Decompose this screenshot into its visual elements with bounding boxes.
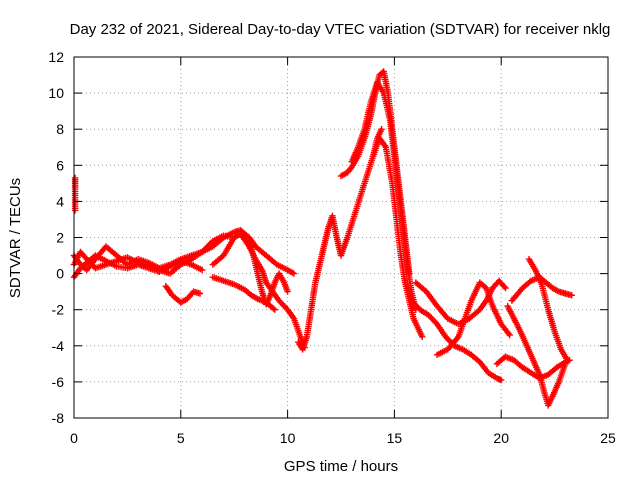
x-tick-label: 5	[177, 430, 185, 446]
y-tick-label: 8	[56, 121, 64, 137]
series-markers	[162, 283, 204, 306]
series-arc-13	[408, 297, 505, 384]
y-tick-label: 6	[56, 157, 64, 173]
y-tick-label: 12	[48, 49, 64, 65]
series-markers	[71, 174, 79, 214]
series-markers	[369, 135, 426, 340]
y-tick-label: -8	[52, 410, 65, 426]
y-tick-label: 10	[48, 85, 64, 101]
y-tick-labels: -8 -6 -4 -2 0 2 4 6 8 10 12	[48, 49, 64, 426]
series-arc-9	[295, 126, 385, 353]
y-tick-label: -6	[52, 374, 65, 390]
series-markers	[504, 302, 569, 409]
y-tick-label: 2	[56, 230, 64, 246]
series-arc-11	[348, 79, 419, 313]
series-arc-17	[504, 302, 569, 409]
series-markers	[433, 279, 513, 358]
y-tick-label: -4	[52, 338, 65, 354]
series-markers	[348, 79, 419, 313]
x-tick-label: 15	[387, 430, 403, 446]
series-arc-8	[241, 230, 291, 308]
x-tick-label: 20	[493, 430, 509, 446]
series-arc-6	[209, 274, 278, 313]
series-arc-5	[162, 283, 204, 306]
y-tick-label: 4	[56, 193, 64, 209]
grid	[74, 57, 608, 418]
series-markers	[241, 230, 291, 308]
x-tick-label: 10	[280, 430, 296, 446]
y-axis-label: SDTVAR / TECUs	[7, 178, 24, 298]
series-markers	[295, 126, 385, 353]
chart-title: Day 232 of 2021, Sidereal Day-to-day VTE…	[70, 21, 611, 38]
axis-ticks	[73, 56, 609, 419]
series-markers	[209, 274, 278, 313]
x-axis-label: GPS time / hours	[284, 458, 398, 475]
series-arc-4	[71, 174, 79, 214]
x-tick-label: 25	[600, 430, 616, 446]
x-tick-label: 0	[70, 430, 78, 446]
series-markers	[525, 256, 571, 364]
x-tick-labels: 0 5 10 15 20 25	[70, 430, 616, 446]
series-arc-15	[433, 279, 513, 358]
series-arc-19	[525, 256, 571, 364]
y-tick-label: -2	[52, 302, 65, 318]
series-markers	[408, 297, 505, 384]
data-points	[70, 68, 575, 409]
series-arc-12	[369, 135, 426, 340]
y-tick-label: 0	[56, 266, 64, 282]
